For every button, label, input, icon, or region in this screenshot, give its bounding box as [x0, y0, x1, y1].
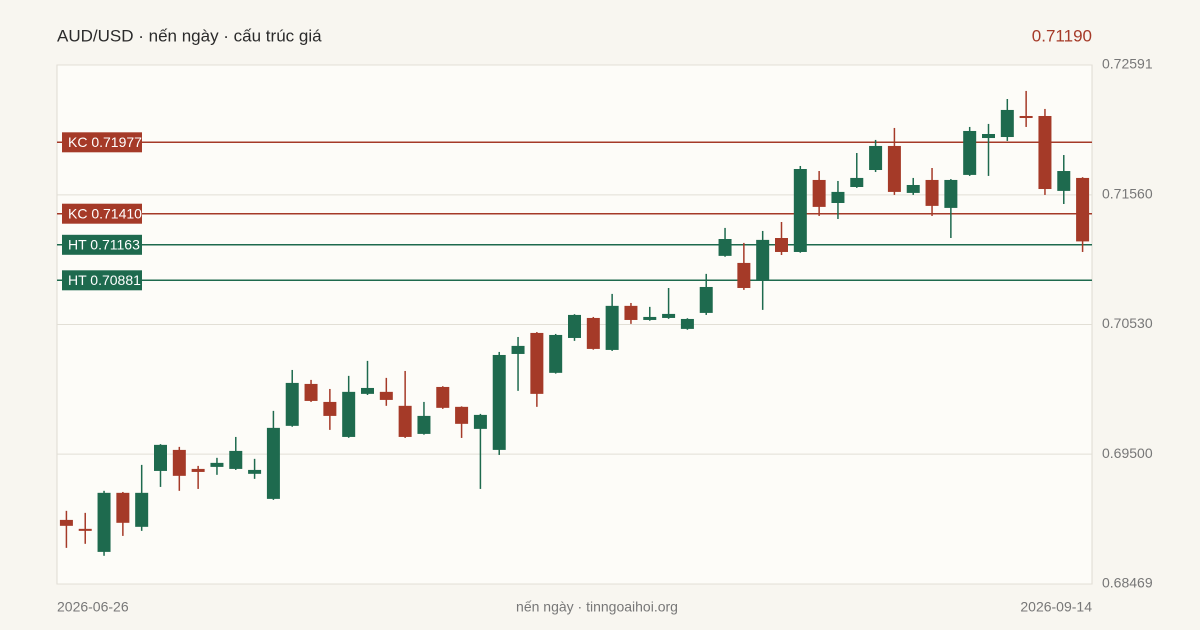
candle-body: [605, 305, 619, 350]
candle-body: [379, 391, 393, 400]
candle-body: [210, 462, 224, 467]
level-tag: [62, 132, 142, 153]
candle-body: [78, 528, 92, 531]
last-price: 0.71190: [1032, 26, 1092, 45]
candle-body: [680, 318, 694, 329]
candle-body: [624, 305, 638, 320]
candle-body: [172, 449, 186, 476]
candle-body: [342, 391, 356, 437]
candle-body: [793, 169, 807, 252]
candle-body: [756, 239, 770, 281]
candle-body: [417, 415, 431, 434]
candle-body: [775, 238, 788, 252]
x-tick-label: 2026-06-26: [57, 599, 129, 615]
level-tag: [62, 203, 142, 224]
candle-body: [511, 345, 525, 354]
candle-body: [718, 239, 732, 256]
candle-body: [1000, 109, 1014, 138]
y-tick-label: 0.69500: [1102, 445, 1153, 461]
candle-body: [850, 177, 864, 188]
candle-body: [982, 133, 995, 139]
candle-body: [737, 262, 751, 288]
candle-body: [944, 179, 958, 208]
candle-body: [1019, 115, 1033, 119]
level-tag: [62, 270, 142, 291]
candle-body: [887, 145, 901, 192]
candle-body: [925, 179, 939, 206]
candle-body: [266, 427, 280, 499]
candle-body: [135, 492, 149, 527]
candle-body: [361, 387, 374, 394]
candle-body: [586, 317, 600, 349]
y-tick-label: 0.71560: [1102, 186, 1153, 202]
footer: nến ngày · tinngoaihoi.org: [516, 599, 678, 615]
chart-title: AUD/USD · nến ngày · cấu trúc giá: [57, 26, 322, 45]
candle-body: [963, 130, 977, 175]
candle-body: [455, 406, 469, 424]
x-tick-label: 2026-09-14: [1020, 599, 1092, 615]
candle-body: [285, 382, 299, 426]
candle-body: [323, 401, 337, 416]
candle-body: [1057, 171, 1071, 191]
candle-body: [97, 492, 111, 552]
candle-body: [906, 184, 920, 193]
candle-body: [436, 386, 450, 408]
candle-body: [1076, 177, 1090, 242]
candle-body: [1038, 115, 1052, 190]
candle-body: [699, 286, 713, 313]
candle-body: [492, 354, 506, 450]
candle-body: [304, 383, 318, 401]
candle-body: [643, 316, 657, 320]
level-label: HT 0.71163: [68, 237, 140, 253]
candle-body: [116, 492, 130, 523]
level-label: KC 0.71977: [68, 134, 142, 150]
candle-body: [812, 179, 826, 207]
candle-body: [229, 450, 243, 469]
candle-body: [662, 313, 676, 318]
candle-body: [398, 405, 412, 437]
y-tick-label: 0.70530: [1102, 315, 1153, 331]
candle-body: [59, 519, 73, 526]
level-tag: [62, 234, 142, 255]
candle-body: [473, 414, 487, 429]
candle-body: [869, 145, 883, 171]
level-label: HT 0.70881: [68, 272, 141, 288]
candle-body: [831, 191, 845, 203]
candle-body: [154, 444, 167, 471]
y-tick-label: 0.68469: [1102, 575, 1153, 591]
candle-body: [549, 334, 563, 373]
level-label: KC 0.71410: [68, 205, 142, 221]
candle-body: [248, 469, 262, 474]
candle-body: [191, 468, 205, 472]
candle-body: [530, 332, 544, 394]
y-tick-label: 0.72591: [1102, 56, 1153, 72]
candle-body: [568, 314, 581, 338]
